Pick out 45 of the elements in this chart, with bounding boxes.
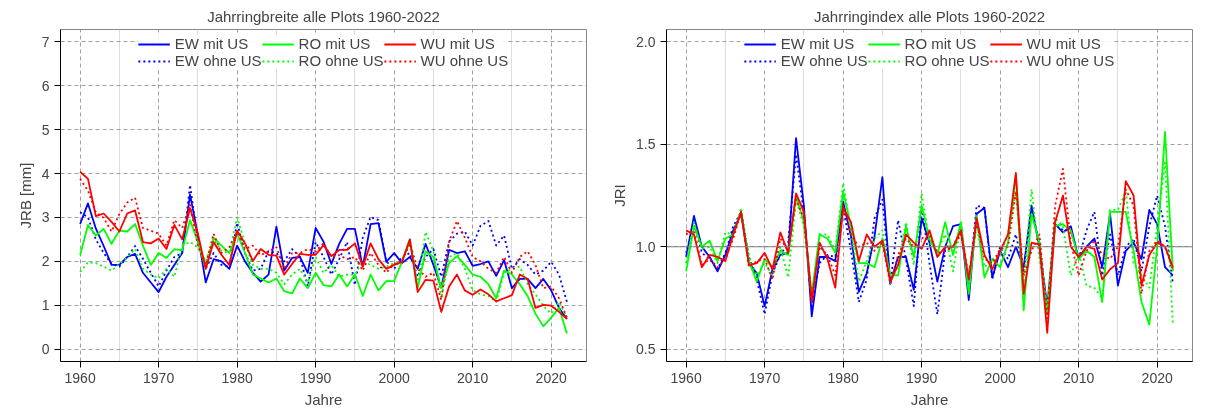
legend-label: WU ohne US <box>1026 52 1115 69</box>
y-tick-label: 6 <box>41 77 50 94</box>
y-tick-label: 1 <box>41 297 50 314</box>
x-tick-label: 1970 <box>749 369 781 386</box>
y-tick-label: 0.5 <box>636 341 656 358</box>
x-tick-label: 1960 <box>64 369 96 386</box>
legend-label: WU mit US <box>1026 35 1101 52</box>
x-tick-label: 1960 <box>670 369 702 386</box>
x-axis-title: Jahre <box>304 390 343 408</box>
x-tick-label: 1980 <box>221 369 253 386</box>
y-tick-label: 2.0 <box>636 33 656 50</box>
y-tick-label: 3 <box>41 209 50 226</box>
x-axis-title: Jahre <box>910 390 949 408</box>
x-tick-label: 1980 <box>827 369 859 386</box>
legend-label: RO mit US <box>298 35 371 52</box>
x-tick-label: 1970 <box>143 369 175 386</box>
y-tick-label: 1.5 <box>636 136 656 153</box>
y-tick-label: 4 <box>41 165 50 182</box>
y-tick-label: 0 <box>41 341 50 358</box>
legend-label: EW mit US <box>174 35 249 52</box>
chart-title: Jahrringbreite alle Plots 1960-2022 <box>207 7 440 25</box>
x-tick-label: 2020 <box>1141 369 1173 386</box>
x-tick-label: 2000 <box>984 369 1016 386</box>
x-tick-label: 1990 <box>906 369 938 386</box>
x-tick-label: 1990 <box>300 369 332 386</box>
x-tick-label: 2010 <box>1063 369 1095 386</box>
y-tick-label: 2 <box>41 253 50 270</box>
legend-label: RO mit US <box>904 35 977 52</box>
x-tick-label: 2000 <box>378 369 410 386</box>
x-tick-label: 2010 <box>457 369 489 386</box>
y-axis-title: JRB [mm] <box>16 162 34 229</box>
legend-label: EW ohne US <box>174 52 262 69</box>
y-axis-title: JRI <box>611 184 629 207</box>
legend-label: EW ohne US <box>780 52 868 69</box>
legend-label: RO ohne US <box>904 52 990 69</box>
legend-label: EW mit US <box>780 35 855 52</box>
y-tick-label: 5 <box>41 121 50 138</box>
y-tick-label: 7 <box>41 33 50 50</box>
legend-label: WU mit US <box>420 35 495 52</box>
legend-label: RO ohne US <box>298 52 384 69</box>
x-tick-label: 2020 <box>535 369 567 386</box>
legend-label: WU ohne US <box>420 52 509 69</box>
chart-title: Jahrringindex alle Plots 1960-2022 <box>814 7 1045 25</box>
y-tick-label: 1.0 <box>636 238 656 255</box>
line-series <box>79 219 568 335</box>
